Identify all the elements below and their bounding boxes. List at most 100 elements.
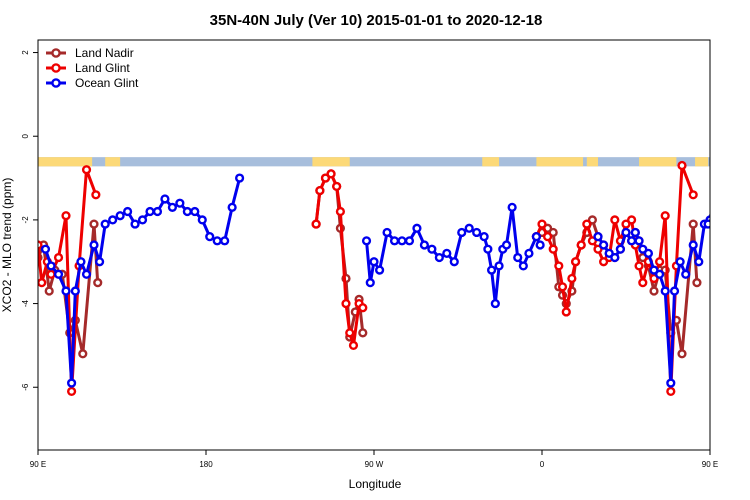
- land-glint-point: [660, 211, 670, 221]
- ocean-glint-point: [675, 257, 685, 267]
- land-nadir-point: [358, 328, 368, 338]
- ocean-glint-point: [227, 202, 237, 212]
- ocean-glint-point: [389, 236, 400, 246]
- land-glint-point: [345, 328, 355, 338]
- ocean-glint-point: [688, 240, 698, 250]
- ocean-glint-point: [160, 194, 170, 204]
- ocean-glint-point: [175, 198, 185, 208]
- x-axis-label: Longitude: [349, 477, 402, 491]
- land-strip-segment: [536, 157, 584, 167]
- ocean-glint-point: [94, 257, 105, 267]
- ocean-glint-point: [457, 227, 467, 238]
- land-glint-point: [666, 386, 676, 397]
- land-nadir-point: [649, 286, 659, 296]
- land-glint-point: [348, 340, 359, 351]
- ocean-glint-point: [412, 223, 422, 233]
- land-glint-point: [582, 219, 592, 229]
- land-glint-point: [53, 252, 64, 263]
- ocean-glint-point: [501, 240, 512, 250]
- y-tick-label: -2: [21, 216, 30, 224]
- ocean-glint-point: [70, 286, 80, 296]
- ocean-glint-point: [40, 244, 51, 254]
- ocean-glint-point: [190, 206, 200, 217]
- plot-frame: [37, 39, 711, 451]
- x-tick-label: 0: [540, 460, 545, 469]
- land-glint-point: [638, 278, 648, 288]
- land-glint-point: [81, 165, 92, 175]
- land-glint-line: [314, 172, 364, 347]
- ocean-glint-point: [483, 244, 493, 254]
- ocean-glint-point: [669, 286, 680, 296]
- ocean-glint-point: [610, 252, 620, 263]
- ocean-glint-point: [722, 221, 729, 228]
- land-strip-segment: [695, 157, 709, 167]
- land-nadir-legend-marker: [51, 48, 61, 58]
- ocean-glint-point: [382, 227, 392, 238]
- land-glint-point: [38, 278, 47, 288]
- land-strip-segment: [312, 157, 350, 167]
- ocean-glint-point: [524, 248, 534, 258]
- ocean-glint-point: [212, 236, 222, 246]
- x-tick-label: 90 W: [365, 460, 384, 469]
- ocean-glint-point: [46, 261, 56, 271]
- land-glint-point: [358, 303, 368, 313]
- land-glint-point: [548, 244, 558, 254]
- land-strip-segment: [105, 157, 121, 167]
- land-glint-point: [610, 215, 620, 225]
- y-tick-label: 2: [21, 50, 30, 55]
- land-glint-point: [332, 181, 342, 192]
- chart-title: 35N-40N July (Ver 10) 2015-01-01 to 2020…: [210, 12, 543, 29]
- ocean-glint-point: [518, 261, 528, 271]
- x-tick-label: 90 E: [30, 460, 46, 469]
- ocean-glint-point: [449, 257, 459, 267]
- land-glint-point: [561, 307, 571, 317]
- land-glint-point: [688, 190, 698, 200]
- ocean-glint-point: [487, 265, 497, 275]
- ocean-glint-point: [76, 257, 86, 267]
- land-glint-point: [598, 257, 609, 267]
- ocean-glint-point: [61, 286, 71, 296]
- land-glint-point: [66, 386, 77, 397]
- ocean-glint-legend-marker: [51, 78, 61, 88]
- ocean-glint-point: [404, 236, 415, 246]
- land-nadir-point: [677, 349, 687, 359]
- y-tick-label: 0: [21, 133, 30, 138]
- ocean-glint-point: [397, 236, 407, 246]
- ocean-strip: [38, 157, 710, 167]
- land-glint-point: [593, 244, 603, 254]
- ocean-glint-point: [220, 236, 230, 246]
- ocean-glint-point: [643, 248, 654, 258]
- land-glint-point: [649, 273, 659, 284]
- ocean-glint-point: [182, 206, 192, 217]
- ocean-glint-point: [634, 236, 644, 246]
- land-glint-point: [626, 215, 637, 225]
- ocean-glint-point: [638, 244, 648, 254]
- land-glint-point: [654, 257, 665, 267]
- ocean-glint-point: [479, 232, 489, 242]
- ocean-glint-point: [472, 227, 482, 238]
- land-glint-point: [677, 160, 687, 171]
- land-strip-segment: [639, 157, 677, 167]
- ocean-glint-point: [593, 232, 603, 242]
- ocean-glint-point: [53, 269, 64, 279]
- ocean-glint-point: [626, 236, 637, 246]
- ocean-glint-point: [152, 206, 163, 217]
- ocean-glint-point: [727, 216, 734, 223]
- ocean-glint-point: [442, 248, 452, 258]
- ocean-glint-point: [100, 219, 110, 229]
- ocean-glint-point: [531, 232, 542, 242]
- ocean-glint-point: [535, 240, 545, 250]
- ocean-glint-line: [596, 218, 710, 385]
- land-nadir-point: [78, 349, 88, 359]
- ocean-glint-point: [130, 219, 140, 229]
- land-strip-segment: [586, 157, 598, 167]
- ocean-glint-point: [434, 252, 444, 263]
- land-nadir-point: [688, 219, 698, 229]
- ocean-glint-point: [598, 240, 609, 250]
- land-glint-point: [38, 240, 43, 250]
- land-nadir-point: [44, 286, 54, 296]
- ocean-glint-point: [365, 278, 375, 288]
- ocean-glint-point: [81, 269, 92, 279]
